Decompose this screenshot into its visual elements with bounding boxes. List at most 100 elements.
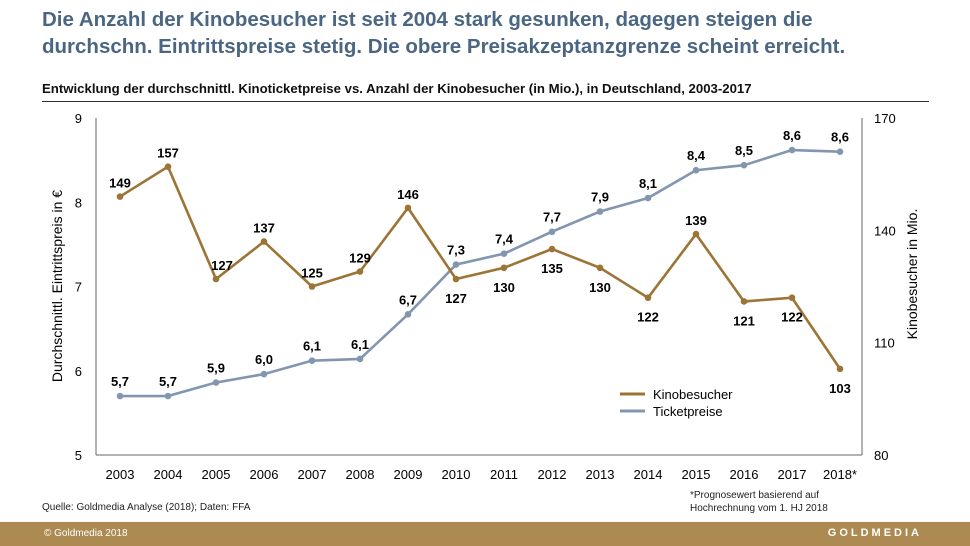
kinobesucher-data-label: 149 [109, 176, 131, 191]
brand-logo: GOLDMEDIA [827, 527, 922, 539]
legend-label-ticketpreise: Ticketpreise [653, 404, 723, 419]
kinobesucher-data-label: 135 [541, 261, 563, 276]
kinobesucher-data-label: 137 [253, 221, 275, 236]
headline-line-2: durchschn. Eintrittspreise stetig. Die o… [42, 35, 846, 58]
ticketpreise-data-label: 6,1 [351, 337, 369, 352]
x-tick-label: 2012 [538, 467, 567, 482]
kinobesucher-point [500, 264, 508, 272]
kinobesucher-point [740, 298, 748, 305]
ticketpreise-point [788, 146, 796, 154]
kinobesucher-point [692, 230, 700, 238]
kinobesucher-point [788, 294, 796, 302]
x-tick-label: 2009 [394, 467, 423, 482]
chart: 5 6 7 8 9 80 110 140 170 2003 2004 2005 2006 2007 2008… [49, 111, 920, 482]
x-tick-label: 2014 [634, 467, 663, 482]
source-note: Quelle: Goldmedia Analyse (2018); Daten:… [42, 502, 251, 513]
y-left-tick-label: 8 [75, 195, 82, 210]
kinobesucher-data-label: 130 [493, 280, 515, 295]
kinobesucher-data-label: 127 [211, 258, 233, 273]
kinobesucher-data-label: 130 [589, 280, 611, 295]
x-tick-label: 2008 [346, 467, 375, 482]
kinobesucher-point [596, 264, 604, 272]
ticketpreise-point [644, 194, 652, 202]
ticketpreise-point [596, 208, 604, 215]
kinobesucher-data-label: 122 [637, 310, 659, 325]
kinobesucher-data-label: 121 [733, 313, 755, 328]
ticketpreise-line [120, 148, 841, 398]
ticketpreise-point [740, 161, 748, 169]
kinobesucher-point [116, 193, 124, 200]
forecast-note: *Prognosewert basierend auf Hochrechnung… [690, 489, 828, 515]
y-left-axis-title: Durchschnittl. Eintrittspreis in € [49, 190, 65, 382]
x-tick-label: 2005 [202, 467, 231, 482]
ticketpreise-data-label: 7,4 [495, 232, 514, 247]
x-tick-label: 2010 [442, 467, 471, 482]
y-right-axis-title: Kinobesucher in Mio. [904, 209, 920, 340]
ticketpreise-data-label: 5,7 [111, 374, 129, 389]
ticketpreise-data-label: 8,6 [783, 128, 801, 143]
kinobesucher-data-label: 129 [349, 251, 371, 266]
kinobesucher-point [404, 204, 412, 212]
y-left-tick-label: 7 [75, 280, 82, 295]
ticketpreise-point [164, 392, 172, 400]
ticketpreise-point [308, 357, 316, 364]
ticketpreise-data-label: 8,6 [831, 130, 849, 145]
ticketpreise-data-label: 6,7 [399, 292, 417, 307]
kinobesucher-data-label: 122 [781, 310, 803, 325]
x-tick-label: 2015 [682, 467, 711, 482]
x-tick-label: 2011 [490, 467, 518, 482]
ticketpreise-point [404, 311, 412, 318]
kinobesucher-data-label: 139 [685, 213, 707, 228]
legend-label-kinobesucher: Kinobesucher [653, 387, 733, 402]
kinobesucher-data-label: 103 [829, 381, 851, 396]
copyright: © Goldmedia 2018 [44, 528, 128, 539]
forecast-note-line-2: Hochrechnung vom 1. HJ 2018 [690, 503, 828, 514]
kinobesucher-data-label: 125 [301, 266, 323, 281]
ticketpreise-point [116, 392, 124, 400]
ticketpreise-data-label: 7,3 [447, 243, 465, 258]
ticketpreise-point [212, 379, 220, 386]
x-tick-label: 2007 [298, 467, 327, 482]
ticketpreise-data-label: 5,9 [207, 361, 225, 376]
x-tick-label: 2006 [250, 467, 279, 482]
x-tick-label: 2004 [154, 467, 183, 482]
y-right-tick-label: 80 [874, 448, 888, 463]
ticketpreise-point [548, 228, 556, 236]
y-left-tick-label: 6 [75, 364, 82, 379]
ticketpreise-point [260, 370, 268, 378]
chart-title: Entwicklung der durchschnittl. Kinoticke… [42, 81, 752, 96]
kinobesucher-data-label: 157 [157, 146, 179, 161]
ticketpreise-point [836, 148, 844, 155]
ticketpreise-data-label: 8,4 [687, 148, 706, 163]
ticketpreise-data-label: 8,5 [735, 143, 753, 158]
kinobesucher-point [308, 283, 316, 290]
ticketpreise-point [692, 166, 700, 174]
ticketpreise-data-label: 6,0 [255, 352, 273, 367]
ticketpreise-point [500, 250, 508, 257]
x-tick-label: 2017 [778, 467, 807, 482]
y-right-tick-label: 170 [874, 111, 896, 126]
ticketpreise-point [356, 355, 364, 363]
x-tick-label: 2003 [106, 467, 135, 482]
kinobesucher-point [260, 238, 268, 245]
ticketpreise-point [452, 261, 460, 268]
x-tick-label: 2018* [823, 467, 857, 482]
y-right-tick-label: 140 [874, 223, 896, 238]
kinobesucher-point [164, 163, 172, 170]
forecast-note-line-1: *Prognosewert basierend auf [690, 490, 819, 501]
headline-line-1: Die Anzahl der Kinobesucher ist seit 200… [42, 8, 813, 31]
footer-bar: © Goldmedia 2018 GOLDMEDIA [0, 522, 970, 546]
kinobesucher-data-label: 146 [397, 187, 419, 202]
kinobesucher-point [212, 275, 220, 283]
kinobesucher-data-label: 127 [445, 291, 467, 306]
x-tick-label: 2016 [730, 467, 759, 482]
kinobesucher-point [356, 268, 364, 275]
ticketpreise-data-label: 7,9 [591, 190, 609, 205]
ticketpreise-data-label: 6,1 [303, 339, 321, 354]
y-left-tick-label: 9 [75, 111, 82, 126]
y-right-tick-label: 110 [874, 336, 895, 351]
x-tick-label: 2013 [586, 467, 615, 482]
kinobesucher-point [644, 294, 652, 302]
ticketpreise-data-label: 5,7 [159, 374, 177, 389]
kinobesucher-point [452, 275, 460, 283]
